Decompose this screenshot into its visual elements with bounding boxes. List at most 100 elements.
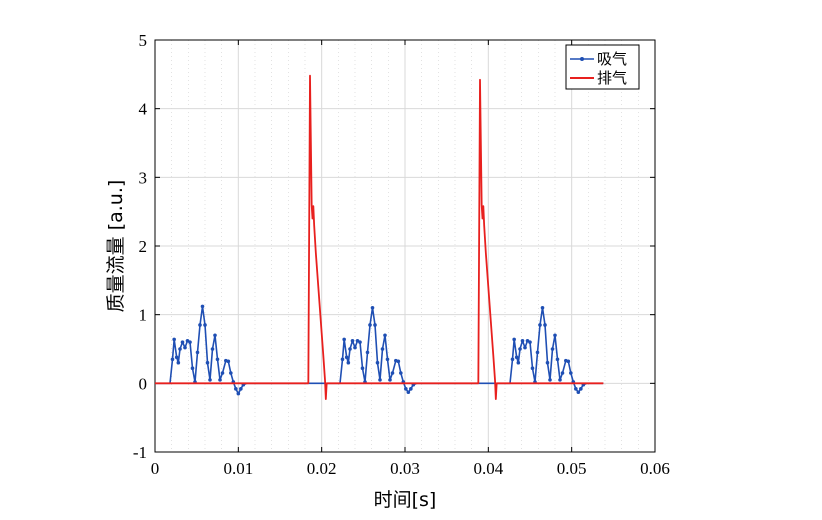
series-point-inhale bbox=[346, 360, 351, 365]
series-point-inhale bbox=[205, 360, 210, 365]
series-point-inhale bbox=[226, 359, 231, 364]
series-point-inhale bbox=[569, 371, 573, 375]
series-point-inhale bbox=[188, 340, 192, 344]
series-point-inhale bbox=[174, 355, 179, 360]
series-point-inhale bbox=[516, 360, 521, 365]
series-point-inhale bbox=[548, 378, 552, 382]
series-point-inhale bbox=[535, 350, 540, 355]
y-tick-label: 0 bbox=[139, 374, 148, 393]
series-point-inhale bbox=[220, 371, 225, 375]
series-point-inhale bbox=[170, 357, 175, 362]
y-tick-label: -1 bbox=[133, 443, 147, 462]
series-point-inhale bbox=[399, 371, 403, 375]
y-tick-label: 5 bbox=[139, 31, 148, 50]
x-tick-label: 0.01 bbox=[223, 459, 253, 478]
series-point-inhale bbox=[518, 347, 522, 351]
x-tick-label: 0.03 bbox=[390, 459, 420, 478]
series-point-inhale bbox=[180, 340, 185, 344]
series-point-inhale bbox=[183, 345, 187, 350]
x-tick-label: 0.06 bbox=[640, 459, 670, 478]
series-point-inhale bbox=[350, 338, 355, 343]
series-point-inhale bbox=[375, 360, 380, 365]
series-point-inhale bbox=[239, 387, 243, 391]
series-point-inhale bbox=[510, 357, 515, 362]
y-tick-label: 2 bbox=[139, 237, 148, 256]
series-point-inhale bbox=[378, 378, 382, 382]
legend-label-inhale: 吸气 bbox=[597, 50, 627, 68]
series-point-inhale bbox=[555, 357, 560, 362]
series-point-inhale bbox=[203, 323, 207, 327]
series-point-inhale bbox=[172, 337, 176, 342]
y-axis-title: 质量流量 [a.u.] bbox=[105, 180, 127, 313]
series-point-inhale bbox=[530, 366, 535, 371]
series-point-inhale bbox=[574, 387, 578, 391]
legend-box bbox=[565, 44, 640, 90]
legend: 吸气 排气 bbox=[565, 44, 640, 90]
series-point-inhale bbox=[200, 304, 205, 309]
series-line-exhaust bbox=[155, 74, 604, 401]
series-point-inhale bbox=[380, 347, 385, 351]
y-tick-label: 4 bbox=[139, 100, 148, 119]
series-point-inhale bbox=[218, 378, 222, 382]
series-point-inhale bbox=[409, 387, 413, 391]
series-point-inhale bbox=[229, 371, 233, 375]
series-point-inhale bbox=[543, 323, 547, 327]
series-point-inhale bbox=[385, 357, 390, 362]
series-point-inhale bbox=[550, 347, 555, 351]
series-point-inhale bbox=[360, 366, 365, 371]
x-axis-title: 时间[s] bbox=[374, 489, 437, 511]
series-point-inhale bbox=[514, 355, 519, 360]
series-point-inhale bbox=[195, 350, 200, 355]
series-point-inhale bbox=[523, 345, 527, 350]
series-point-inhale bbox=[512, 337, 516, 342]
series-point-inhale bbox=[342, 337, 346, 342]
legend-label-exhaust: 排气 bbox=[597, 69, 627, 87]
series-point-inhale bbox=[558, 378, 562, 382]
series-point-inhale bbox=[576, 390, 581, 395]
series-point-inhale bbox=[520, 338, 525, 343]
series-point-inhale bbox=[340, 357, 345, 362]
series-point-inhale bbox=[566, 359, 571, 364]
series-point-inhale bbox=[344, 355, 349, 360]
series-point-inhale bbox=[368, 323, 372, 327]
series-point-inhale bbox=[528, 340, 532, 344]
series-point-inhale bbox=[215, 357, 220, 362]
y-tick-label: 3 bbox=[139, 168, 148, 187]
series-point-inhale bbox=[370, 306, 375, 310]
series-point-inhale bbox=[545, 360, 550, 365]
series-point-inhale bbox=[234, 387, 238, 391]
series-point-inhale bbox=[348, 347, 352, 351]
series-point-inhale bbox=[198, 323, 202, 327]
series-point-inhale bbox=[353, 345, 357, 350]
series-point-inhale bbox=[208, 378, 212, 382]
series-point-inhale bbox=[538, 323, 542, 327]
x-tick-label: 0.05 bbox=[557, 459, 587, 478]
series-point-inhale bbox=[190, 366, 195, 371]
x-tick-label: 0.04 bbox=[473, 459, 503, 478]
series-line-inhale bbox=[155, 305, 604, 395]
series-point-inhale bbox=[178, 347, 182, 351]
series-point-inhale bbox=[404, 387, 408, 391]
series-point-inhale bbox=[540, 306, 545, 310]
series-layer bbox=[155, 74, 604, 401]
x-tick-label: 0 bbox=[151, 459, 160, 478]
series-point-inhale bbox=[406, 390, 411, 395]
series-point-inhale bbox=[365, 350, 370, 355]
series-point-inhale bbox=[236, 391, 241, 396]
series-point-inhale bbox=[553, 333, 557, 338]
series-point-inhale bbox=[579, 387, 583, 391]
legend-marker-inhale bbox=[580, 57, 584, 61]
series-point-inhale bbox=[358, 340, 362, 344]
series-point-inhale bbox=[390, 371, 395, 375]
y-tick-label: 1 bbox=[139, 306, 148, 325]
series-point-inhale bbox=[396, 359, 401, 364]
series-point-inhale bbox=[388, 378, 392, 382]
x-tick-label: 0.02 bbox=[307, 459, 337, 478]
series-point-inhale bbox=[176, 360, 181, 365]
series-point-inhale bbox=[383, 333, 387, 338]
series-point-inhale bbox=[373, 323, 377, 327]
series-point-inhale bbox=[213, 333, 217, 338]
series-point-inhale bbox=[210, 347, 215, 351]
